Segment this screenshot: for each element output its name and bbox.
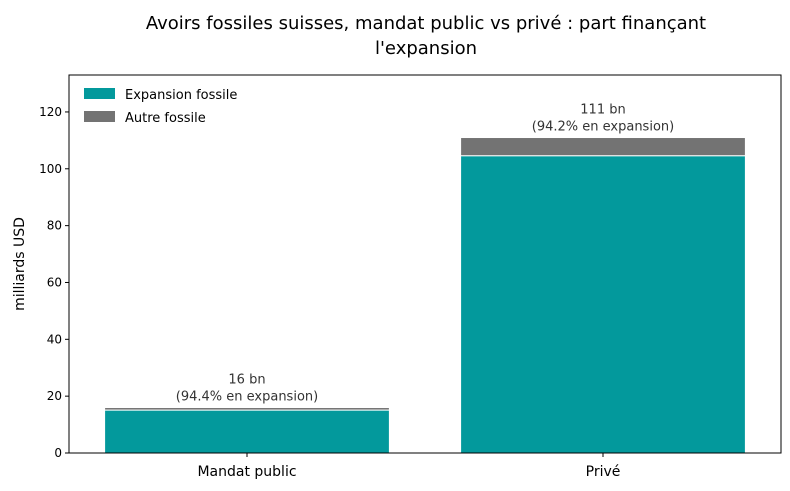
- bar-share-label-0: (94.4% en expansion): [176, 390, 318, 405]
- bar-total-label-0: 16 bn: [228, 373, 265, 388]
- legend-label-autre: Autre fossile: [125, 111, 206, 126]
- y-tick-label-6: 120: [39, 105, 62, 119]
- x-category-label-0: Mandat public: [197, 464, 296, 480]
- legend-swatch-autre: [84, 111, 115, 122]
- y-tick-label-3: 60: [47, 275, 62, 289]
- bar-1-series-1: [460, 137, 746, 157]
- bar-0-series-1: [104, 407, 390, 411]
- x-category-label-1: Privé: [586, 464, 621, 480]
- chart-title-line-2: l'expansion: [375, 38, 477, 59]
- y-axis-label: milliards USD: [12, 217, 28, 311]
- y-tick-label-1: 20: [47, 389, 62, 403]
- plot-frame: [68, 74, 782, 454]
- bar-share-label-1: (94.2% en expansion): [532, 120, 674, 135]
- y-tick-label-5: 100: [39, 162, 62, 176]
- bar-1-series-0: [460, 155, 746, 454]
- y-tick-label-2: 40: [47, 332, 62, 346]
- legend: Expansion fossile Autre fossile: [84, 88, 237, 126]
- chart-title-line-1: Avoirs fossiles suisses, mandat public v…: [146, 13, 706, 34]
- bar-0-series-0: [104, 409, 390, 454]
- bar-total-label-1: 111 bn: [580, 103, 625, 118]
- legend-label-expansion: Expansion fossile: [125, 88, 237, 103]
- legend-swatch-expansion: [84, 88, 115, 99]
- y-tick-label-0: 0: [54, 446, 62, 460]
- plot-area: 0 20 40 60 80 100 120 Mandat public 16 bn (94.4% …: [39, 103, 746, 480]
- y-tick-label-4: 80: [47, 219, 62, 233]
